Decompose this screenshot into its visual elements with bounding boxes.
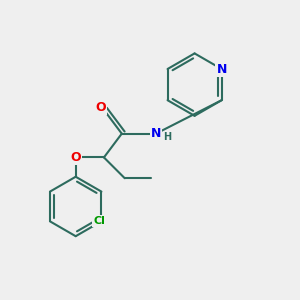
Text: O: O [70,151,81,164]
Text: H: H [163,132,171,142]
Text: N: N [151,127,161,140]
Text: Cl: Cl [93,216,105,226]
Text: O: O [95,101,106,114]
Text: N: N [216,62,227,76]
